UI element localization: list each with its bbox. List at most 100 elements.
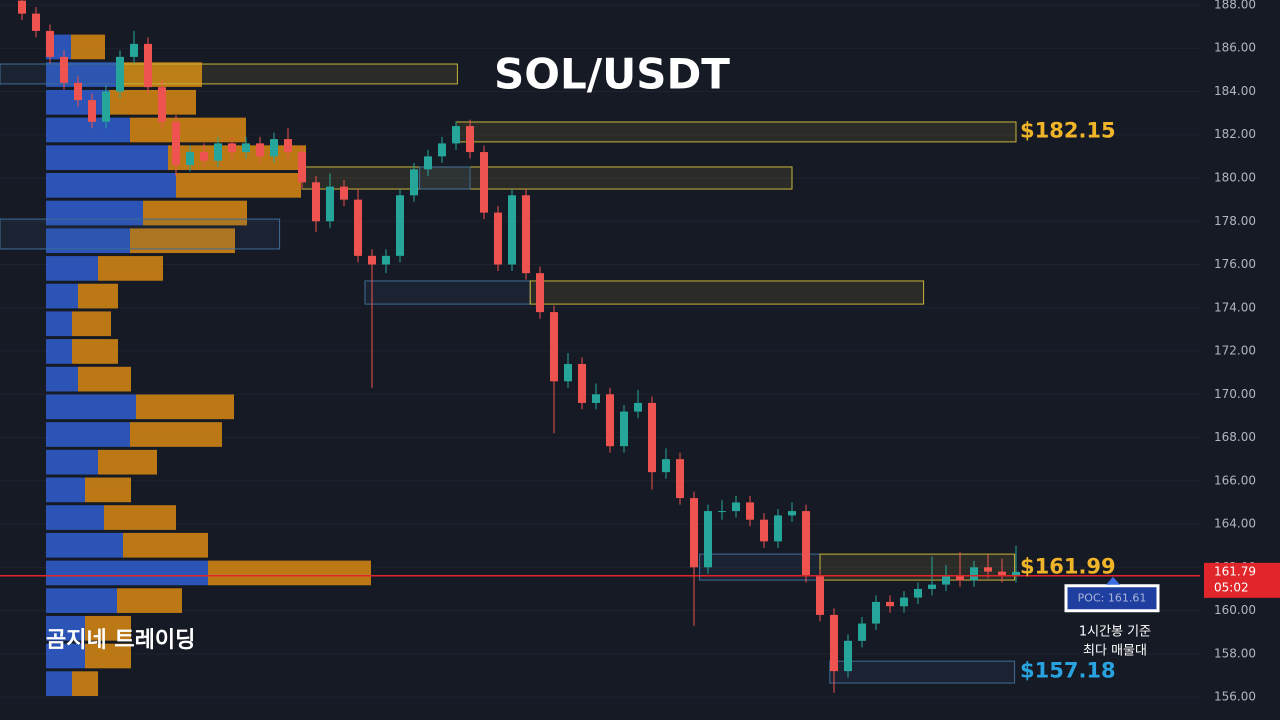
candle-body	[60, 56, 68, 83]
profile-buy	[46, 505, 104, 530]
profile-sell	[130, 117, 246, 143]
candle-body	[326, 186, 334, 222]
candle-body	[690, 498, 698, 568]
zone	[0, 218, 281, 250]
profile-sell	[123, 532, 208, 558]
candle-body	[900, 597, 908, 607]
candle-body	[830, 614, 838, 672]
candle-body	[858, 623, 866, 641]
profile-buy	[46, 394, 136, 420]
profile-sell	[117, 588, 182, 613]
profile-sell	[71, 34, 105, 60]
candle-body	[704, 511, 712, 568]
candle-body	[928, 584, 936, 589]
candle-body	[368, 255, 376, 265]
profile-buy	[46, 643, 85, 669]
note-line: 1시간봉 기준	[1079, 625, 1151, 640]
y-tick-label: 170.00	[1214, 387, 1256, 401]
candle-body	[452, 126, 460, 144]
candle-body	[382, 255, 390, 265]
candle-body	[718, 511, 726, 513]
countdown: 05:02	[1214, 580, 1249, 594]
chart-title: SOL/USDT	[494, 50, 730, 99]
poc-label: POC: 161.61	[1078, 592, 1147, 605]
y-tick-label: 168.00	[1214, 430, 1256, 444]
candle-body	[522, 195, 530, 274]
watermark: 곰지네 트레이딩	[46, 628, 195, 653]
candle-body	[130, 43, 138, 57]
candle-body	[340, 186, 348, 200]
candle-body	[172, 121, 180, 166]
note-line: 최다 매물대	[1083, 644, 1147, 659]
candle-body	[228, 143, 236, 153]
candle-body	[816, 575, 824, 615]
candle-body	[186, 152, 194, 166]
candle-body	[578, 364, 586, 403]
candle-body	[410, 169, 418, 196]
y-tick-label: 186.00	[1214, 41, 1256, 55]
candle-body	[676, 459, 684, 499]
candle-body	[102, 91, 110, 122]
profile-buy	[46, 256, 98, 281]
profile-sell	[143, 200, 247, 226]
candle-body	[74, 82, 82, 101]
zone	[301, 166, 793, 190]
candle-body	[508, 195, 516, 265]
candle-body	[662, 459, 670, 473]
profile-sell	[136, 394, 234, 420]
profile-sell	[130, 422, 222, 447]
last-price-tag	[1204, 562, 1280, 598]
y-tick-label: 156.00	[1214, 690, 1256, 704]
profile-buy	[46, 283, 78, 309]
zone	[455, 121, 1017, 143]
profile-sell	[104, 505, 176, 530]
profile-buy	[46, 671, 72, 697]
y-tick-label: 180.00	[1214, 170, 1256, 184]
y-tick-label: 172.00	[1214, 344, 1256, 358]
profile-sell	[72, 339, 118, 364]
zone	[119, 63, 458, 85]
candle-body	[592, 394, 600, 403]
candle-body	[606, 394, 614, 447]
candle-body	[998, 571, 1006, 576]
profile-buy	[46, 173, 176, 198]
profile-buy	[46, 145, 168, 171]
profile-sell	[176, 173, 301, 198]
candle-body	[200, 152, 208, 161]
profile-buy	[46, 615, 85, 641]
candle-body	[942, 575, 950, 585]
candle-body	[18, 0, 26, 14]
poc-box	[1064, 584, 1160, 613]
profile-sell	[78, 283, 118, 309]
candle-body	[872, 601, 880, 624]
profile-buy	[46, 366, 78, 392]
candle-body	[256, 143, 264, 157]
profile-sell	[208, 560, 371, 586]
candle-body	[844, 640, 852, 672]
candle-body	[760, 519, 768, 542]
candle-body	[144, 43, 152, 88]
candle-body	[886, 601, 894, 607]
last-price: 161.79	[1214, 564, 1256, 578]
candle-body	[648, 402, 656, 473]
y-tick-label: 184.00	[1214, 84, 1256, 98]
profile-buy	[46, 422, 130, 447]
candle-body	[746, 502, 754, 520]
y-tick-label: 188.00	[1214, 0, 1256, 11]
candle-body	[32, 13, 40, 31]
candle-body	[914, 588, 922, 598]
candle-body	[634, 402, 642, 412]
profile-buy	[46, 200, 143, 226]
y-tick-label: 182.00	[1214, 127, 1256, 141]
candle-body	[1012, 571, 1020, 576]
candle-body	[802, 511, 810, 576]
profile-sell	[85, 643, 131, 669]
candle-body	[214, 143, 222, 161]
candle-body	[550, 312, 558, 382]
profile-sell	[72, 311, 111, 337]
y-tick-label: 166.00	[1214, 473, 1256, 487]
candle-body	[284, 139, 292, 153]
price-label: $182.15	[1020, 118, 1116, 142]
profile-sell	[78, 366, 131, 392]
